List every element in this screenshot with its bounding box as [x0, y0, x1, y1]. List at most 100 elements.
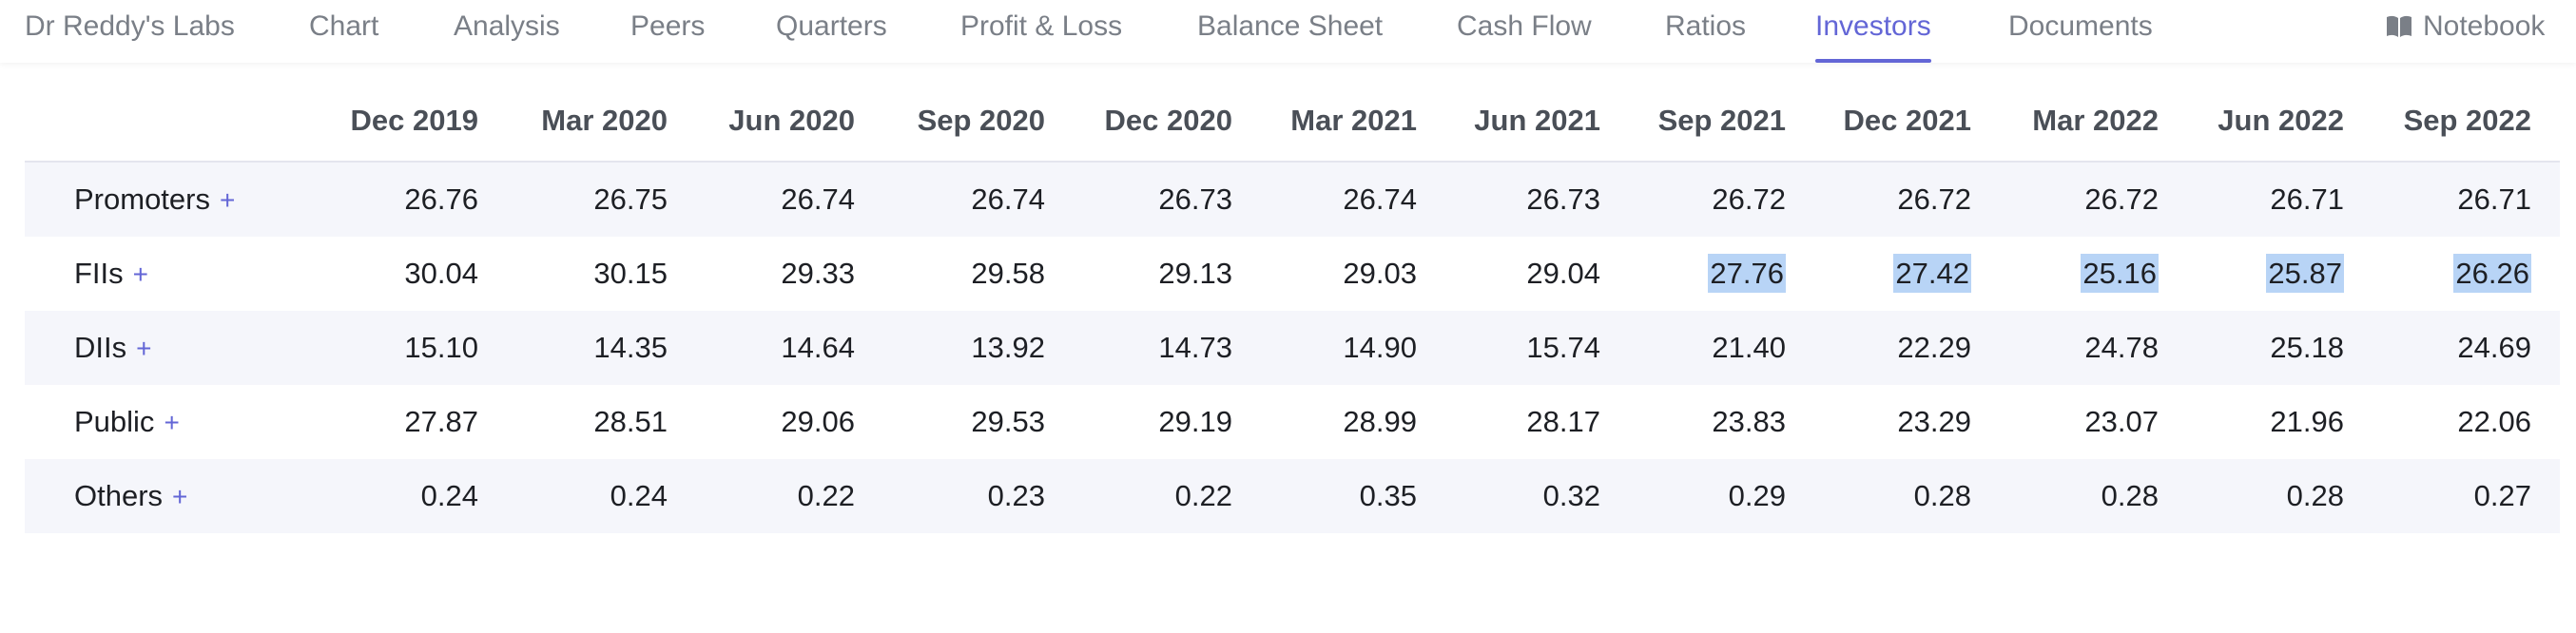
cell-value: 29.06: [781, 405, 855, 438]
table-cell: 15.74: [1439, 311, 1600, 385]
top-navigation: Dr Reddy's Labs Chart Analysis Peers Qua…: [0, 0, 2576, 63]
cell-value: 26.71: [2457, 182, 2531, 216]
table-cell: 14.64: [693, 311, 855, 385]
table-cell: 0.23: [883, 459, 1045, 533]
table-row: FIIs +30.04 30.15 29.33 29.58 29.13 29.03 29.04…: [25, 237, 2560, 311]
table-cell: 14.73: [1071, 311, 1232, 385]
table-cell: 0.22: [693, 459, 855, 533]
row-label-button[interactable]: Promoters +: [74, 163, 235, 237]
column-header: Mar 2022: [2032, 104, 2159, 137]
cell-value: 14.35: [593, 331, 668, 364]
table-row: Public +27.87 28.51 29.06 29.53 29.19 28.99 28.…: [25, 385, 2560, 459]
cell-value: 24.78: [2084, 331, 2159, 364]
expand-plus-icon[interactable]: +: [172, 482, 188, 511]
table-cell: 23.83: [1624, 385, 1786, 459]
table-cell: 30.15: [506, 237, 668, 311]
table-cell: 21.96: [2182, 385, 2344, 459]
cell-value: 26.72: [2084, 182, 2159, 216]
expand-plus-icon[interactable]: +: [219, 185, 236, 215]
column-header: Sep 2021: [1657, 104, 1786, 137]
notebook-button[interactable]: Notebook: [2385, 0, 2545, 53]
table-cell: 29.33: [693, 237, 855, 311]
expand-plus-icon[interactable]: +: [132, 259, 149, 289]
cell-value: 14.64: [781, 331, 855, 364]
cell-value: 28.51: [593, 405, 668, 438]
shareholding-card: Dec 2019 Mar 2020 Jun 2020 Sep 2020 Dec …: [25, 63, 2560, 633]
row-label-text: Public: [74, 405, 155, 438]
table-cell: 28.17: [1439, 385, 1600, 459]
table-cell: 26.75: [506, 163, 668, 237]
row-label-button[interactable]: Public +: [74, 385, 180, 459]
column-header: Sep 2022: [2403, 104, 2531, 137]
table-cell: 0.29: [1624, 459, 1786, 533]
cell-value: 15.10: [404, 331, 478, 364]
table-cell: 23.29: [1810, 385, 1971, 459]
table-cell: 13.92: [883, 311, 1045, 385]
column-header: Mar 2021: [1290, 104, 1417, 137]
cell-value-selected: 26.26: [2453, 254, 2531, 293]
table-cell: 0.27: [2370, 459, 2531, 533]
row-label-button[interactable]: DIIs +: [74, 311, 151, 385]
cell-value: 0.23: [987, 479, 1045, 512]
nav-item-investors[interactable]: Investors: [1815, 0, 1931, 63]
expand-plus-icon[interactable]: +: [164, 408, 180, 437]
table-row: Others +0.24 0.24 0.22 0.23 0.22 0.35 0.32 0.29 0…: [25, 459, 2560, 533]
row-label-button[interactable]: Others +: [74, 459, 187, 533]
nav-item-label: Ratios: [1665, 10, 1747, 42]
nav-item-peers[interactable]: Peers: [630, 0, 705, 53]
cell-value: 15.74: [1526, 331, 1600, 364]
table-cell: 0.22: [1071, 459, 1232, 533]
row-label-text: DIIs: [74, 331, 127, 364]
cell-value: 0.22: [797, 479, 855, 512]
nav-item-analysis[interactable]: Analysis: [454, 0, 560, 53]
table-cell: 26.74: [1255, 163, 1417, 237]
cell-value: 26.74: [781, 182, 855, 216]
cell-value: 23.83: [1712, 405, 1786, 438]
nav-item-profit-loss[interactable]: Profit & Loss: [960, 0, 1122, 53]
cell-value: 26.76: [404, 182, 478, 216]
cell-value: 26.73: [1526, 182, 1600, 216]
book-icon: [2385, 14, 2413, 39]
cell-value: 0.24: [420, 479, 478, 512]
table-cell: 25.16: [1997, 237, 2159, 311]
row-label-button[interactable]: FIIs +: [74, 237, 148, 311]
cell-value: 23.29: [1897, 405, 1971, 438]
table-cell: 28.51: [506, 385, 668, 459]
table-header-row: Dec 2019 Mar 2020 Jun 2020 Sep 2020 Dec …: [25, 63, 2560, 163]
nav-item-label: Investors: [1815, 10, 1931, 42]
nav-item-balance-sheet[interactable]: Balance Sheet: [1197, 0, 1383, 53]
cell-value: 0.27: [2473, 479, 2531, 512]
cell-value: 22.06: [2457, 405, 2531, 438]
cell-value: 27.87: [404, 405, 478, 438]
notebook-label: Notebook: [2423, 10, 2546, 42]
nav-item-ratios[interactable]: Ratios: [1665, 0, 1746, 53]
table-cell: 14.90: [1255, 311, 1417, 385]
table-cell: 25.18: [2182, 311, 2344, 385]
nav-item-label: Balance Sheet: [1197, 10, 1384, 42]
card-footer-space: [25, 593, 2560, 633]
nav-item-company[interactable]: Dr Reddy's Labs: [25, 0, 235, 53]
cell-value: 28.99: [1343, 405, 1417, 438]
nav-item-quarters[interactable]: Quarters: [776, 0, 887, 53]
table-cell: 26.73: [1439, 163, 1600, 237]
cell-value: 26.74: [971, 182, 1045, 216]
cell-value: 23.07: [2084, 405, 2159, 438]
nav-item-documents[interactable]: Documents: [2008, 0, 2153, 53]
table-cell: 0.24: [506, 459, 668, 533]
table-cell: 26.71: [2370, 163, 2531, 237]
cell-value: 13.92: [971, 331, 1045, 364]
nav-item-cash-flow[interactable]: Cash Flow: [1457, 0, 1592, 53]
table-cell: 30.04: [317, 237, 478, 311]
column-header: Jun 2021: [1474, 104, 1600, 137]
table-cell: 29.58: [883, 237, 1045, 311]
nav-item-label: Profit & Loss: [960, 10, 1123, 42]
nav-item-label: Documents: [2008, 10, 2153, 42]
cell-value: 0.32: [1542, 479, 1600, 512]
table-cell: 29.03: [1255, 237, 1417, 311]
nav-item-chart[interactable]: Chart: [309, 0, 378, 53]
column-header: Dec 2019: [350, 104, 478, 137]
table-cell: 0.24: [317, 459, 478, 533]
expand-plus-icon[interactable]: +: [136, 334, 152, 363]
cell-value: 0.28: [2286, 479, 2344, 512]
row-label-text: Promoters: [74, 182, 210, 216]
